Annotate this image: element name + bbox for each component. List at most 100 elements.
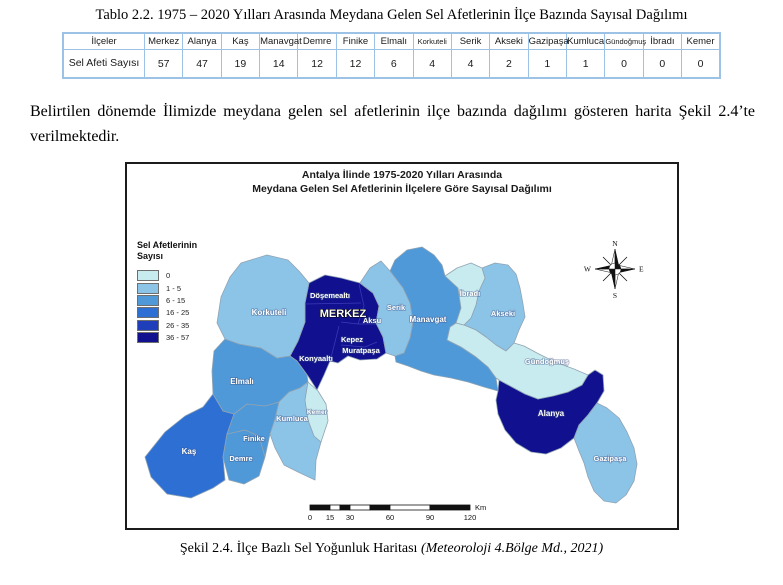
- district-gazipasa: [573, 402, 638, 504]
- metro-internal-border: [340, 341, 378, 348]
- legend-class-label: 1 - 5: [166, 283, 182, 293]
- district-label-serik: Serik: [387, 303, 406, 312]
- table-value-cell: 0: [681, 49, 721, 79]
- district-label-elmali: Elmalı: [230, 377, 254, 386]
- compass-hub: [614, 268, 622, 276]
- district-label-akseki: Akseki: [491, 309, 515, 318]
- table-header-cell: İbradı: [642, 32, 683, 50]
- scalebar-segment: [329, 504, 341, 511]
- compass-letter: N: [612, 239, 618, 248]
- table-value-cell: 4: [450, 49, 491, 79]
- table-header-cell: Gazipaşa: [527, 32, 569, 50]
- compass-letter: E: [639, 265, 644, 274]
- legend-rows: 0 1 - 5 6 - 15 16 - 25 26 - 35 36 - 57: [137, 270, 197, 344]
- legend-item: 26 - 35: [137, 319, 197, 331]
- metro-internal-border: [357, 283, 365, 325]
- scalebar-tick-label: 0: [308, 513, 312, 522]
- table-header-cell: Serik: [450, 32, 491, 50]
- metro-internal-border: [304, 302, 362, 305]
- table-value-cell: 12: [335, 49, 376, 79]
- table-value-cell: 19: [220, 49, 261, 79]
- caption-text: Şekil 2.4. İlçe Bazlı Sel Yoğunluk Harit…: [179, 541, 421, 556]
- compass-letter: W: [584, 265, 592, 274]
- flood-count-table: İlçeler Merkez Alanya Kaş Manavgat Demre Fini…: [62, 32, 721, 79]
- legend-class-label: 6 - 15: [166, 295, 186, 305]
- table-header-cell: Gündoğmuş: [604, 32, 646, 50]
- district-label-ibradi: İbradı: [460, 289, 480, 298]
- scalebar-tick-label: 60: [386, 513, 394, 522]
- district-label-gundogmus: Gündoğmuş: [525, 357, 569, 366]
- district-label-dosemealti: Döşemealtı: [310, 291, 350, 300]
- compass-letter: S: [613, 291, 617, 300]
- district-kemer: [304, 381, 329, 443]
- table-value-cell: 14: [259, 49, 299, 79]
- scalebar-tick-label: 15: [326, 513, 334, 522]
- table-header-cell: Akseki: [489, 32, 529, 50]
- compass-hub: [615, 263, 621, 269]
- district-label-manavgat: Manavgat: [410, 315, 447, 324]
- table-header-cell: Korkuteli: [412, 32, 452, 50]
- district-label-demre: Demre: [229, 454, 252, 463]
- map-title: Antalya İlinde 1975-2020 Yılları Arasınd…: [127, 169, 677, 196]
- scalebar-segment: [309, 504, 331, 511]
- legend-item: 0: [137, 270, 197, 282]
- table-value-cell: 4: [412, 49, 452, 79]
- table-header-row: İlçeler Merkez Alanya Kaş Manavgat Demre Fini…: [62, 32, 721, 50]
- district-serik: [359, 260, 414, 357]
- legend-swatch: [137, 319, 159, 331]
- table-value-cell: 1: [565, 49, 606, 79]
- table-value-row: Sel Afeti Sayısı 57 47 19 14 12 12 6 4 4 2 1 1 0 0 0: [62, 49, 721, 79]
- compass-hub: [608, 262, 616, 270]
- table-header-cell: Kemer: [681, 32, 721, 50]
- legend-swatch: [137, 332, 159, 344]
- scalebar-tick-label: 90: [426, 513, 434, 522]
- legend-swatch: [137, 307, 159, 319]
- scalebar-segment: [389, 504, 431, 511]
- district-label-finike: Finike: [243, 434, 265, 443]
- compass-hub: [609, 269, 615, 275]
- legend-item: 36 - 57: [137, 331, 197, 344]
- scalebar-tick-label: 30: [346, 513, 354, 522]
- district-korkuteli: [216, 254, 310, 359]
- metro-internal-border: [340, 321, 376, 325]
- caption-source: (Meteoroloji 4.Bölge Md., 2021): [420, 541, 604, 556]
- legend-item: 16 - 25: [137, 307, 197, 319]
- table-value-cell: 1: [527, 49, 567, 79]
- table-header-cell: Demre: [297, 32, 337, 50]
- legend-swatch: [137, 270, 159, 282]
- district-gundogmus: [446, 322, 589, 400]
- district-label-kumluca: Kumluca: [276, 414, 309, 423]
- district-label-merkez: MERKEZ: [320, 308, 367, 320]
- figure-caption: Şekil 2.4. İlçe Bazlı Sel Yoğunluk Harit…: [0, 541, 783, 557]
- district-kumluca: [269, 381, 322, 481]
- legend-title: Sel Afetlerinin Sayısı: [137, 240, 198, 262]
- table-corner-cell: İlçeler: [62, 32, 145, 50]
- table-value-cell: 57: [143, 49, 184, 79]
- table-header-cell: Kumluca: [565, 32, 606, 50]
- district-ibradi: [444, 262, 486, 326]
- metro-internal-border: [329, 325, 340, 362]
- table-value-cell: 0: [604, 49, 644, 79]
- district-kas: [144, 393, 235, 499]
- table-header-cell: Finike: [335, 32, 376, 50]
- table-header-cell: Kaş: [220, 32, 261, 50]
- map-title-line1: Antalya İlinde 1975-2020 Yılları Arasınd…: [301, 169, 503, 181]
- body-paragraph: Belirtilen dönemde İlimizde meydana gele…: [30, 103, 755, 145]
- table-header-cell: Merkez: [143, 32, 184, 50]
- district-label-aksu: Aksu: [363, 316, 382, 325]
- scalebar-segment: [429, 504, 471, 511]
- map-legend: Sel Afetlerinin Sayısı 0 1 - 5 6 - 15 16 - …: [137, 240, 197, 344]
- scalebar-unit: Km: [475, 503, 486, 512]
- table-title: Tablo 2.2. 1975 – 2020 Yılları Arasında …: [95, 7, 688, 23]
- legend-swatch: [137, 282, 159, 294]
- district-label-korkuteli: Korkuteli: [252, 308, 287, 317]
- scalebar-segment: [339, 504, 351, 511]
- legend-class-label: 36 - 57: [166, 333, 190, 343]
- legend-item: 1 - 5: [137, 282, 197, 294]
- legend-swatch: [137, 294, 159, 306]
- district-label-alanya: Alanya: [538, 409, 565, 418]
- table-value-cell: 12: [297, 49, 337, 79]
- map-figure: Antalya İlinde 1975-2020 Yılları Arasınd…: [125, 162, 679, 530]
